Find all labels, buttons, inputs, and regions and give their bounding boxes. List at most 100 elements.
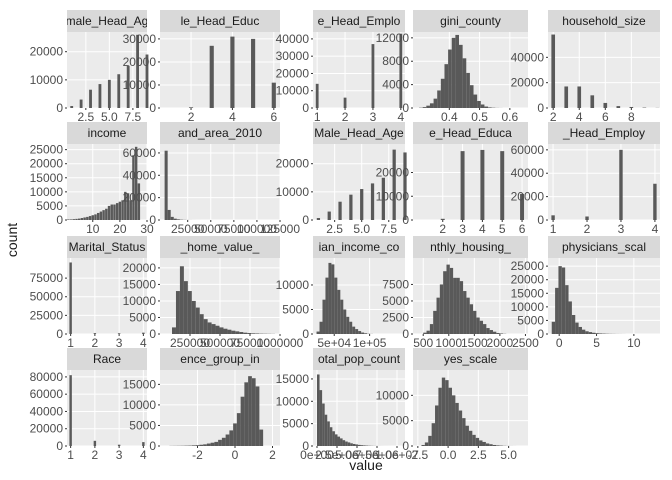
bar bbox=[472, 434, 476, 446]
facet-title: nthly_housing_ bbox=[430, 240, 511, 254]
x-tick-label: 0e+00 bbox=[300, 448, 334, 462]
x-tick-label: 2000 bbox=[487, 336, 514, 350]
bars bbox=[551, 34, 660, 108]
bar bbox=[145, 54, 149, 108]
bar bbox=[468, 430, 473, 446]
facet-strip bbox=[160, 348, 280, 370]
y-tick-label: 10000 bbox=[376, 189, 410, 203]
bar bbox=[352, 443, 356, 446]
bar bbox=[451, 395, 456, 446]
bar bbox=[191, 445, 196, 446]
bar bbox=[426, 105, 430, 108]
facet-strip bbox=[160, 236, 280, 258]
bar bbox=[455, 402, 459, 446]
bar bbox=[590, 95, 595, 108]
bar bbox=[105, 208, 108, 220]
y-tick-label: 40000 bbox=[511, 166, 545, 180]
x-tick-label: 50000 bbox=[194, 222, 228, 236]
y-tick-label: 20000 bbox=[123, 261, 157, 275]
y-tick-label: 0 bbox=[537, 213, 544, 227]
facet-title: household_size bbox=[562, 14, 646, 28]
x-tick-label: 4 bbox=[652, 222, 659, 236]
y-tick-label: 5000 bbox=[282, 417, 309, 431]
x-tick-label: 5 bbox=[593, 336, 600, 350]
y-tick-label: 10000 bbox=[511, 300, 545, 314]
bar bbox=[364, 333, 368, 334]
facet-title: e_Head_Educa bbox=[429, 126, 512, 140]
facet-title: Marital_Status bbox=[69, 240, 146, 254]
bar bbox=[93, 440, 97, 446]
bar bbox=[578, 326, 582, 334]
x-tick-label: 0.0 bbox=[440, 448, 457, 462]
bar bbox=[460, 151, 465, 220]
facet-title: Race bbox=[93, 352, 121, 366]
bar bbox=[340, 299, 344, 334]
bar bbox=[211, 324, 216, 334]
bar bbox=[453, 277, 457, 334]
x-tick-label: 1 bbox=[67, 448, 74, 462]
x-tick-label: 2.5e+06 bbox=[315, 448, 359, 462]
bar bbox=[360, 189, 364, 220]
facet-title: _Head_Employ bbox=[562, 126, 645, 140]
bar bbox=[392, 149, 396, 220]
bar bbox=[568, 301, 572, 334]
y-tick-label: 80000 bbox=[30, 370, 64, 384]
x-tick-label: 2.5 bbox=[77, 110, 94, 124]
x-tick-label: 20 bbox=[113, 222, 127, 236]
bar bbox=[403, 152, 407, 220]
bar bbox=[69, 375, 72, 446]
facet-panel: nthly_housing_ 0 2500 5000 7500 500 1000150020… bbox=[382, 236, 539, 350]
bar bbox=[357, 444, 361, 446]
x-tick-label: 1 bbox=[314, 110, 321, 124]
facet-title: otal_pop_count bbox=[318, 352, 401, 366]
bar bbox=[342, 440, 346, 446]
y-tick-label: 5000 bbox=[129, 418, 156, 432]
bar bbox=[458, 410, 463, 446]
facet-strip bbox=[67, 122, 147, 144]
x-tick-label: 2 bbox=[269, 448, 276, 462]
bar bbox=[492, 331, 497, 334]
y-tick-label: 15000 bbox=[276, 372, 310, 386]
x-tick-label: 0.4 bbox=[441, 110, 458, 124]
bar bbox=[439, 284, 444, 334]
bar bbox=[441, 377, 446, 446]
panel-background bbox=[160, 144, 280, 220]
bar bbox=[124, 191, 127, 220]
bar bbox=[426, 330, 430, 334]
bar bbox=[107, 205, 111, 220]
facet-panel: gini_county 0 4000 8000 12000 0.4 0.5 0.6 bbox=[376, 10, 528, 124]
bar bbox=[225, 434, 230, 446]
x-tick-label: 30 bbox=[140, 222, 154, 236]
facet-title: income bbox=[88, 126, 127, 140]
facet-strip bbox=[413, 10, 528, 32]
bar bbox=[355, 329, 359, 334]
x-tick-label: 2500 bbox=[512, 336, 539, 350]
bar bbox=[117, 333, 121, 334]
y-tick-label: 10000 bbox=[276, 394, 310, 408]
bar bbox=[489, 444, 493, 446]
panel-background bbox=[67, 370, 147, 446]
x-tick-label: 4 bbox=[229, 110, 236, 124]
bar bbox=[338, 201, 342, 220]
bar bbox=[183, 281, 188, 334]
x-tick-label: 1500 bbox=[461, 336, 488, 350]
bar bbox=[436, 297, 440, 334]
bar bbox=[581, 329, 586, 334]
x-tick-label: 5 bbox=[499, 222, 506, 236]
y-tick-label: 5000 bbox=[129, 310, 156, 324]
y-tick-label: 20000 bbox=[276, 157, 310, 171]
bar bbox=[136, 34, 139, 108]
y-tick-label: 25000 bbox=[511, 259, 545, 273]
y-tick-label: 10000 bbox=[276, 278, 310, 292]
bar bbox=[449, 267, 454, 334]
y-tick-label: 25000 bbox=[30, 308, 64, 322]
bar bbox=[598, 333, 603, 334]
bars bbox=[70, 34, 149, 108]
bar bbox=[327, 211, 331, 220]
bar bbox=[585, 216, 589, 220]
y-tick-label: 75000 bbox=[30, 271, 64, 285]
x-axis-title: value bbox=[349, 457, 383, 473]
x-tick-label: 1000 bbox=[435, 336, 462, 350]
x-tick-label: 0.5 bbox=[471, 110, 488, 124]
